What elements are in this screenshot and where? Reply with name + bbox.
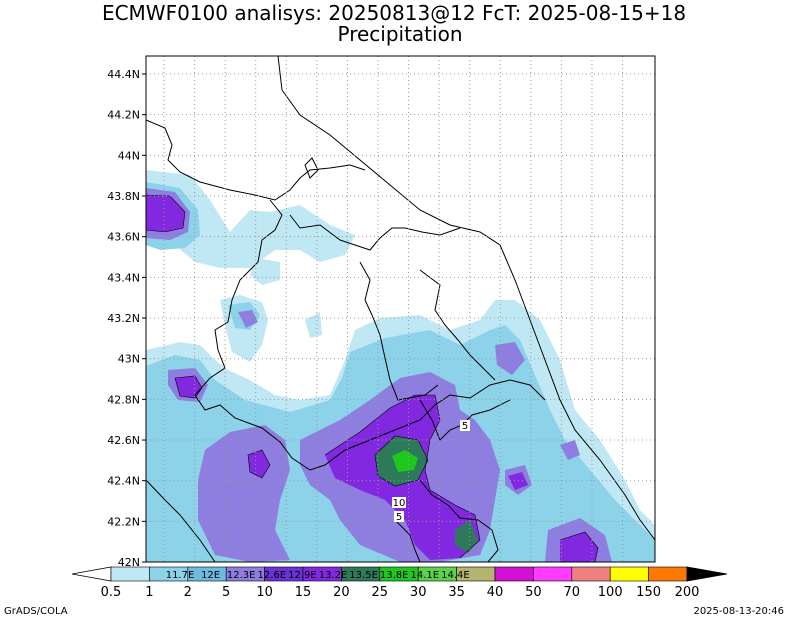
lat-label: 43.4N	[107, 271, 140, 284]
precip-area	[198, 425, 290, 562]
region-border	[359, 261, 439, 401]
colorbar-level-label: 15	[295, 585, 312, 600]
colorbar-level-label: 10	[256, 585, 273, 600]
lat-label: 43.6N	[107, 231, 140, 244]
colorbar-low-arrow	[71, 566, 112, 582]
contour-label: 5	[396, 512, 402, 523]
contour-label: 5	[462, 421, 468, 432]
precip-area	[560, 532, 598, 562]
colorbar-level-label: 100	[598, 585, 623, 600]
latitude-axis: 44.4N 44.2N 44N 43.8N 43.6N 43.4N 43.2N 43N 42.8…	[107, 68, 146, 569]
lat-label: 43.2N	[107, 312, 140, 325]
region-border	[419, 479, 499, 562]
lon-label: 14.1E	[411, 570, 440, 581]
lat-label: 42.6N	[107, 434, 140, 447]
contour-line	[174, 375, 203, 399]
precip-area	[392, 450, 418, 472]
lon-label: 12.9E	[288, 570, 317, 581]
lon-label: 12.6E	[258, 570, 287, 581]
region-border	[304, 157, 319, 179]
colorbar-segment	[609, 566, 649, 582]
region-border	[419, 399, 511, 441]
colorbar-segment	[533, 566, 573, 582]
colorbar-segment	[571, 566, 611, 582]
lat-label: 42.4N	[107, 475, 140, 488]
colorbar-level-label: 1	[145, 585, 153, 600]
lon-label: 14.4E	[441, 570, 470, 581]
footer-credit: GrADS/COLA	[4, 606, 68, 617]
lat-label: 42.8N	[107, 393, 140, 406]
colorbar-level-label: 200	[675, 585, 700, 600]
footer-timestamp: 2025-08-13-20:46	[693, 606, 784, 617]
lat-lon-grid	[146, 56, 655, 562]
title-line-1: ECMWF0100 analisys: 20250813@12 FcT: 202…	[102, 1, 686, 25]
colorbar-level-label: 5	[222, 585, 230, 600]
region-border	[394, 519, 421, 562]
map-frame	[145, 55, 656, 563]
lon-label: 12.3E	[227, 570, 256, 581]
contour-line	[247, 449, 271, 479]
contour-label: 10	[393, 498, 406, 509]
colorbar-segment	[648, 566, 688, 582]
colorbar-high-arrow	[686, 566, 728, 582]
lat-label: 42.2N	[107, 515, 140, 528]
precip-field-brightgreen	[392, 450, 418, 472]
map-panel	[146, 56, 655, 562]
colorbar-level-label: 70	[564, 585, 581, 600]
tyrrhenian-coastline	[146, 479, 216, 562]
precip-area	[146, 195, 185, 232]
colorbar-level-label: 20	[333, 585, 350, 600]
region-border	[419, 269, 496, 381]
contour-labels: 10 5 5	[392, 420, 470, 523]
precip-area	[238, 310, 258, 328]
colorbar-level-label: 25	[372, 585, 389, 600]
precip-area	[250, 258, 280, 285]
colorbar-level-label: 30	[410, 585, 427, 600]
precip-area	[248, 450, 270, 478]
contour-line	[374, 435, 429, 487]
precip-area	[146, 170, 355, 268]
colorbar-level-label: 50	[525, 585, 542, 600]
lat-label: 43.8N	[107, 190, 140, 203]
lon-label: 13.5E	[349, 570, 378, 581]
region-border	[289, 214, 461, 251]
region-border	[146, 119, 366, 201]
colorbar-level-label: 40	[487, 585, 504, 600]
lon-label: 13.8E	[380, 570, 409, 581]
colorbar-segment	[494, 566, 534, 582]
lon-label: 13.2E	[319, 570, 348, 581]
title-line-2: Precipitation	[337, 22, 462, 46]
precip-area	[305, 312, 322, 338]
lon-label: 11.7E	[166, 570, 195, 581]
precip-area	[560, 440, 580, 460]
colorbar-segment	[110, 566, 150, 582]
lat-label: 44N	[118, 149, 140, 162]
precip-area	[175, 376, 202, 398]
lon-label: 12E	[201, 570, 220, 581]
lat-label: 44.4N	[107, 68, 140, 81]
colorbar-level-label: 2	[184, 585, 192, 600]
colorbar-level-label: 150	[636, 585, 661, 600]
colorbar-level-label: 35	[448, 585, 465, 600]
precip-area	[455, 520, 478, 553]
lat-label: 42N	[118, 556, 140, 569]
region-border	[194, 199, 546, 471]
lat-label: 43N	[118, 353, 140, 366]
lat-label: 44.2N	[107, 109, 140, 122]
colorbar-level-label: 0.5	[101, 585, 122, 600]
